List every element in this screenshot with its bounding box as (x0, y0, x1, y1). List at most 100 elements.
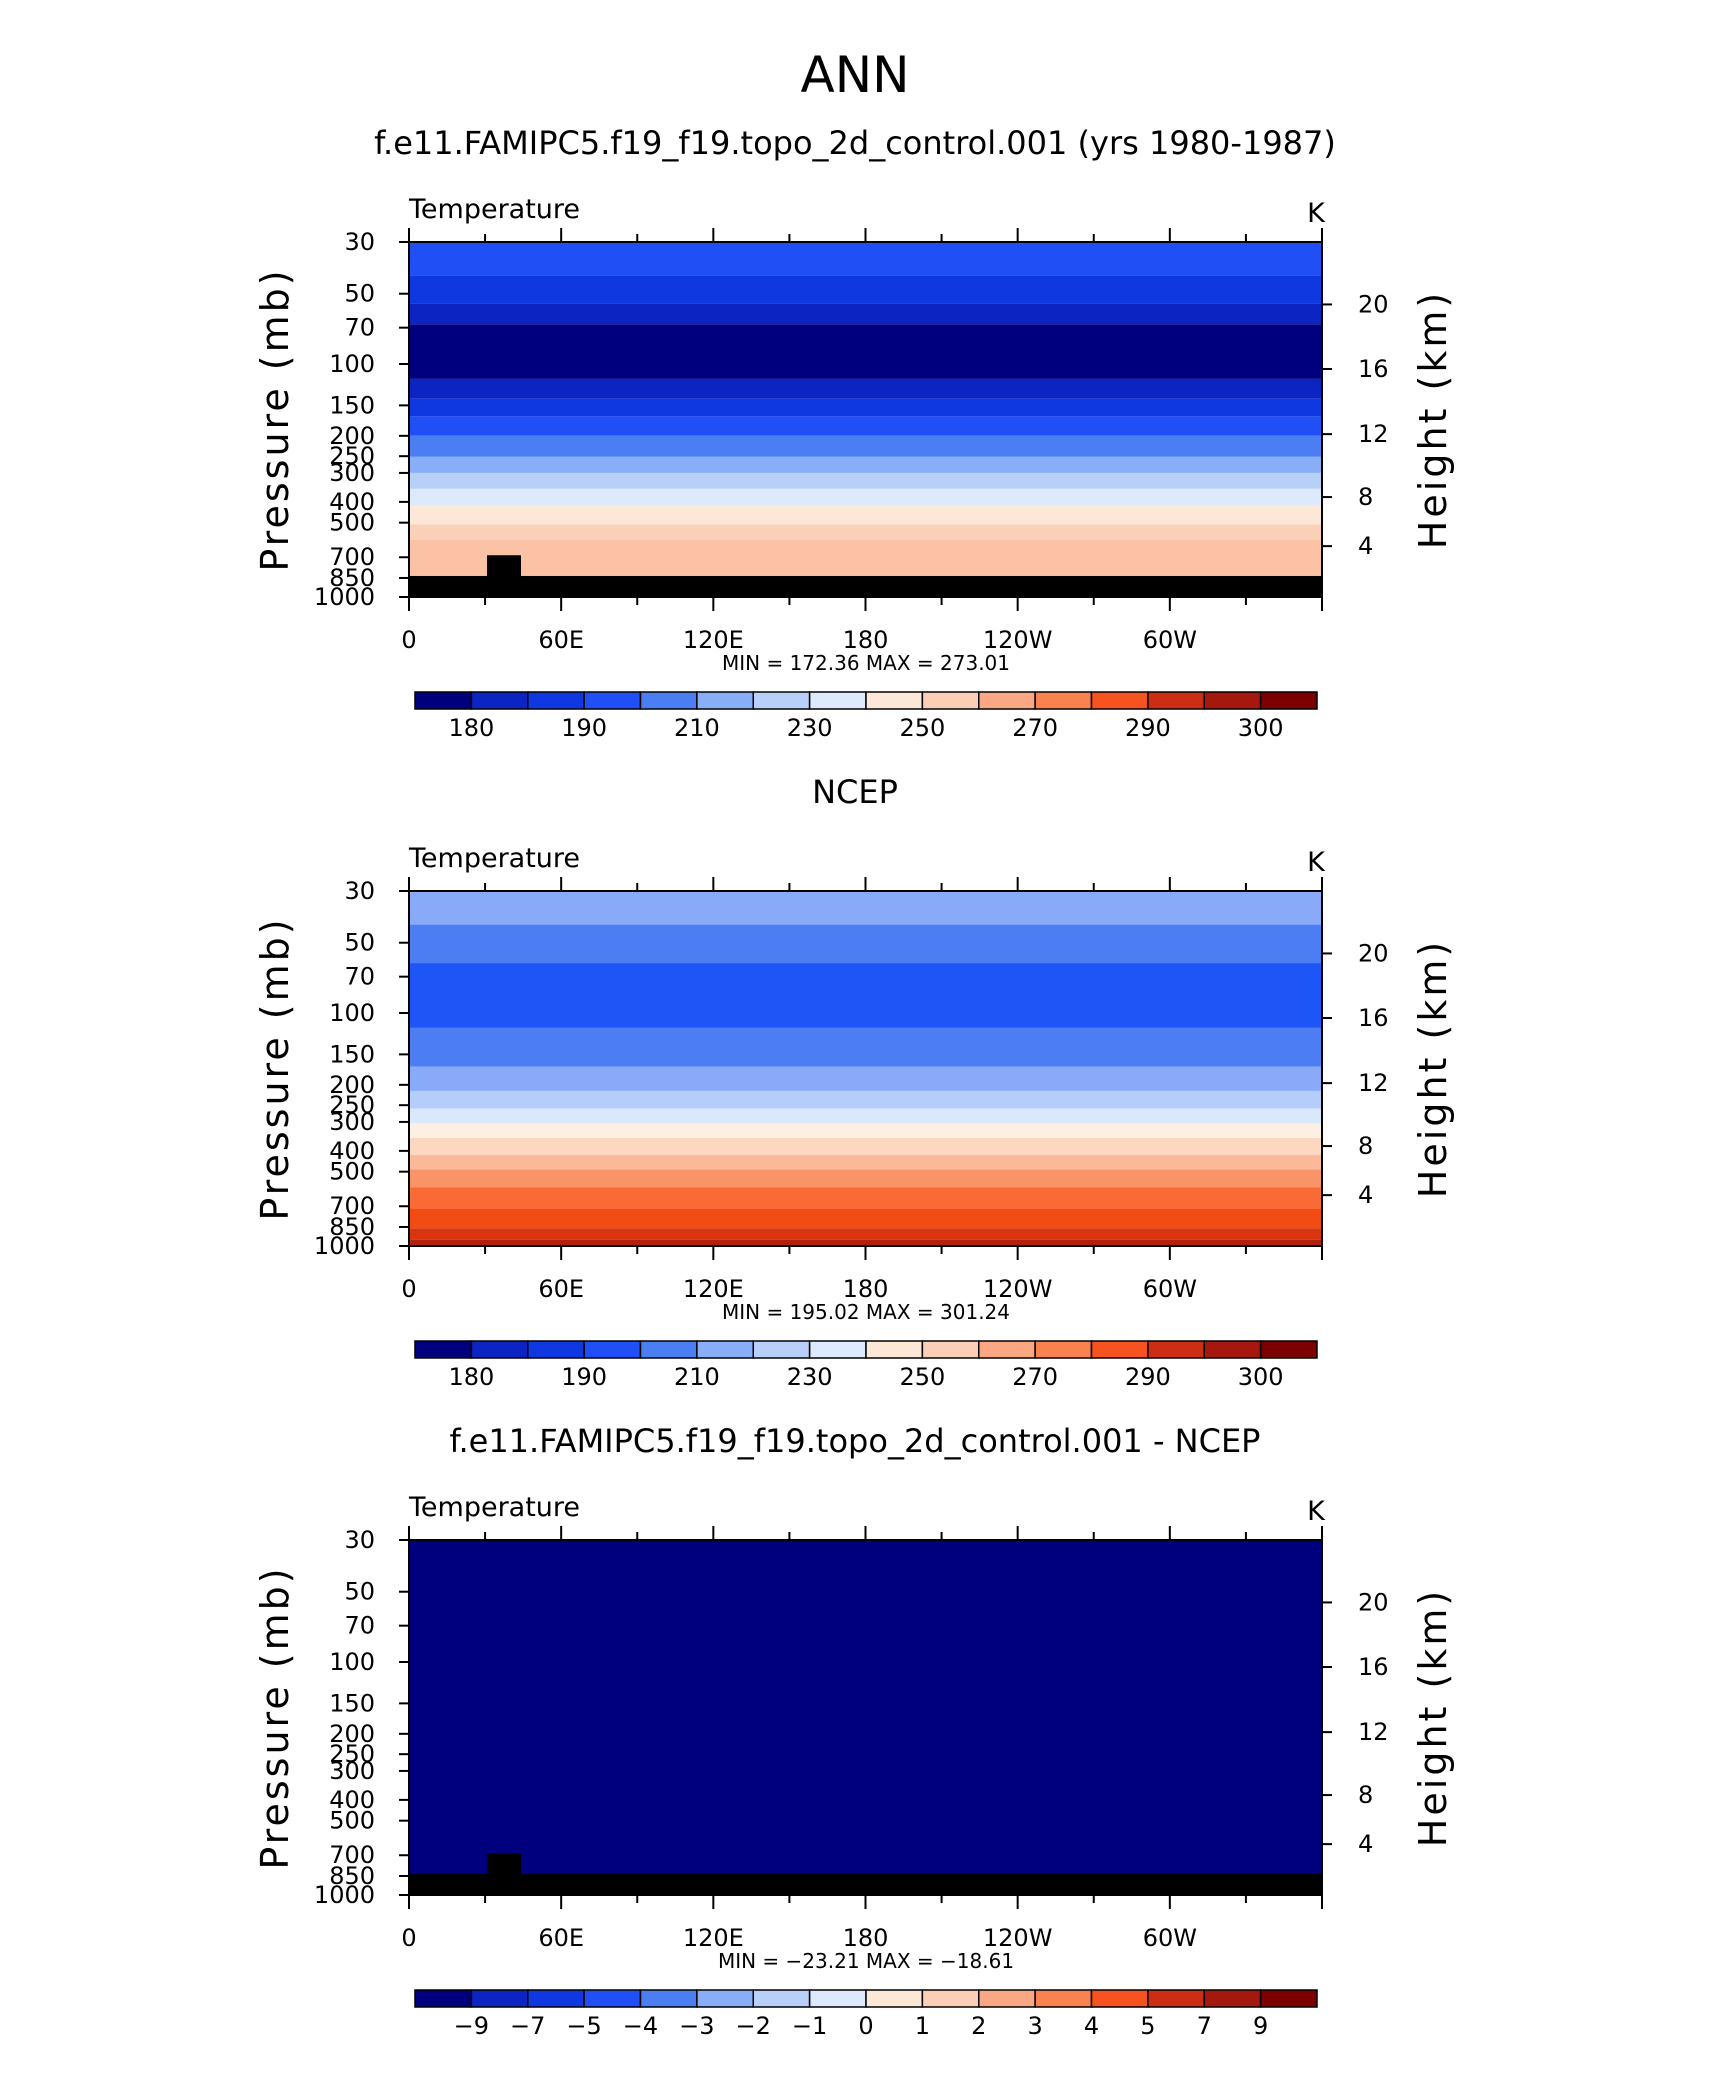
y-tick-label: 400 (329, 488, 375, 516)
x-tick-label: 0 (401, 1275, 416, 1303)
terrain-mask (409, 575, 1322, 597)
colorbar-label: −4 (623, 2012, 658, 2040)
y-tick-label: 300 (329, 1108, 375, 1136)
y-axis-title: Pressure (mb) (253, 1565, 297, 1869)
colorbar-box (527, 691, 585, 710)
y2-axis-title: Height (km) (1411, 290, 1455, 549)
colorbar-label: 290 (1125, 714, 1171, 742)
y-tick-label: 850 (329, 1213, 375, 1241)
x-tick-label: 120W (983, 1275, 1053, 1303)
contour-band (409, 456, 1322, 473)
y2-tick-label: 16 (1358, 355, 1389, 383)
x-tick-label: 60E (538, 626, 584, 654)
colorbar-box (414, 1340, 473, 1359)
contour-band (409, 1090, 1322, 1109)
x-tick-label: 180 (843, 626, 889, 654)
x-tick-label: 60W (1143, 626, 1197, 654)
colorbar-box (414, 1989, 473, 2008)
y-tick-label: 30 (344, 877, 375, 905)
y-tick-label: 500 (329, 509, 375, 537)
x-tick-label: 120E (683, 1924, 744, 1952)
colorbar-box (583, 1340, 642, 1359)
x-tick-label: 120W (983, 626, 1053, 654)
colorbar-box (639, 1989, 698, 2008)
colorbar-label: 230 (787, 1363, 833, 1391)
y2-tick-label: 12 (1358, 420, 1389, 448)
colorbar-box (1090, 1340, 1149, 1359)
contour-band (409, 1066, 1322, 1091)
units-label: K (1307, 198, 1326, 229)
colorbar-label: 190 (561, 714, 607, 742)
colorbar-box (921, 1989, 980, 2008)
y-tick-label: 300 (329, 459, 375, 487)
panel-title: f.e11.FAMIPC5.f19_f19.topo_2d_control.00… (374, 124, 1336, 162)
x-tick-label: 60W (1143, 1275, 1197, 1303)
contour-band (409, 1169, 1322, 1188)
colorbar-box (1259, 691, 1318, 710)
colorbar-box (808, 691, 867, 710)
colorbar-box (1147, 1989, 1205, 2008)
colorbar-label: 270 (1012, 1363, 1058, 1391)
colorbar-box (1259, 1340, 1318, 1359)
y-tick-label: 400 (329, 1786, 375, 1814)
colorbar-label: −9 (454, 2012, 489, 2040)
min-max-stats: MIN = −23.21 MAX = −18.61 (718, 1949, 1014, 1973)
y-tick-label: 70 (344, 314, 375, 342)
y-tick-label: 700 (329, 1192, 375, 1220)
contour-band (409, 1228, 1322, 1240)
x-tick-label: 60W (1143, 1924, 1197, 1952)
chart-panel-3: f.e11.FAMIPC5.f19_f19.topo_2d_control.00… (253, 1422, 1455, 2040)
colorbar-box (470, 1340, 529, 1359)
y-tick-label: 70 (344, 963, 375, 991)
colorbar-box (1034, 691, 1093, 710)
colorbar-label: −5 (566, 2012, 601, 2040)
y-tick-label: 50 (344, 280, 375, 308)
colorbar-box (470, 691, 529, 710)
contour-band (409, 1027, 1322, 1067)
variable-label: Temperature (408, 194, 580, 225)
colorbar-box (865, 1989, 924, 2008)
contour-band (409, 1108, 1322, 1124)
y-tick-label: 700 (329, 543, 375, 571)
colorbar-box (865, 1340, 924, 1359)
y2-tick-label: 8 (1358, 1132, 1373, 1160)
colorbar: 180 190 210 230 250 270 290 300 (414, 691, 1318, 742)
colorbar-box (752, 691, 811, 710)
colorbar-box (752, 1989, 811, 2008)
colorbar-label: 300 (1238, 714, 1284, 742)
colorbar-box (696, 1340, 754, 1359)
x-tick-label: 60E (538, 1275, 584, 1303)
colorbar-label: 210 (674, 1363, 720, 1391)
contour-band (409, 1209, 1322, 1229)
x-tick-label: 0 (401, 626, 416, 654)
colorbar-label: 1 (915, 2012, 930, 2040)
colorbar-label: 270 (1012, 714, 1058, 742)
x-tick-label: 60E (538, 1924, 584, 1952)
y-tick-label: 50 (344, 1578, 375, 1606)
y-tick-label: 1000 (314, 583, 375, 611)
y-tick-label: 250 (329, 1740, 375, 1768)
y-tick-label: 50 (344, 929, 375, 957)
y-tick-label: 150 (329, 391, 375, 419)
y-tick-label: 30 (344, 228, 375, 256)
y-tick-label: 70 (344, 1612, 375, 1640)
colorbar-box (1259, 1989, 1318, 2008)
contour-band (409, 242, 1322, 276)
contour-band (409, 1155, 1322, 1170)
terrain-mask (409, 1873, 1322, 1895)
colorbar-box (696, 1989, 754, 2008)
contour-band (409, 505, 1322, 525)
y-tick-label: 100 (329, 999, 375, 1027)
y-tick-label: 400 (329, 1137, 375, 1165)
colorbar-box (527, 1340, 585, 1359)
colorbar-label: 230 (787, 714, 833, 742)
contour-band (409, 303, 1322, 325)
colorbar-label: 180 (448, 1363, 494, 1391)
contour-band (409, 1540, 1322, 1895)
y-axis-title: Pressure (mb) (253, 267, 297, 571)
chart-panel-1: f.e11.FAMIPC5.f19_f19.topo_2d_control.00… (253, 124, 1455, 742)
colorbar-box (1203, 1989, 1262, 2008)
colorbar-box (808, 1989, 867, 2008)
x-tick-label: 180 (843, 1275, 889, 1303)
